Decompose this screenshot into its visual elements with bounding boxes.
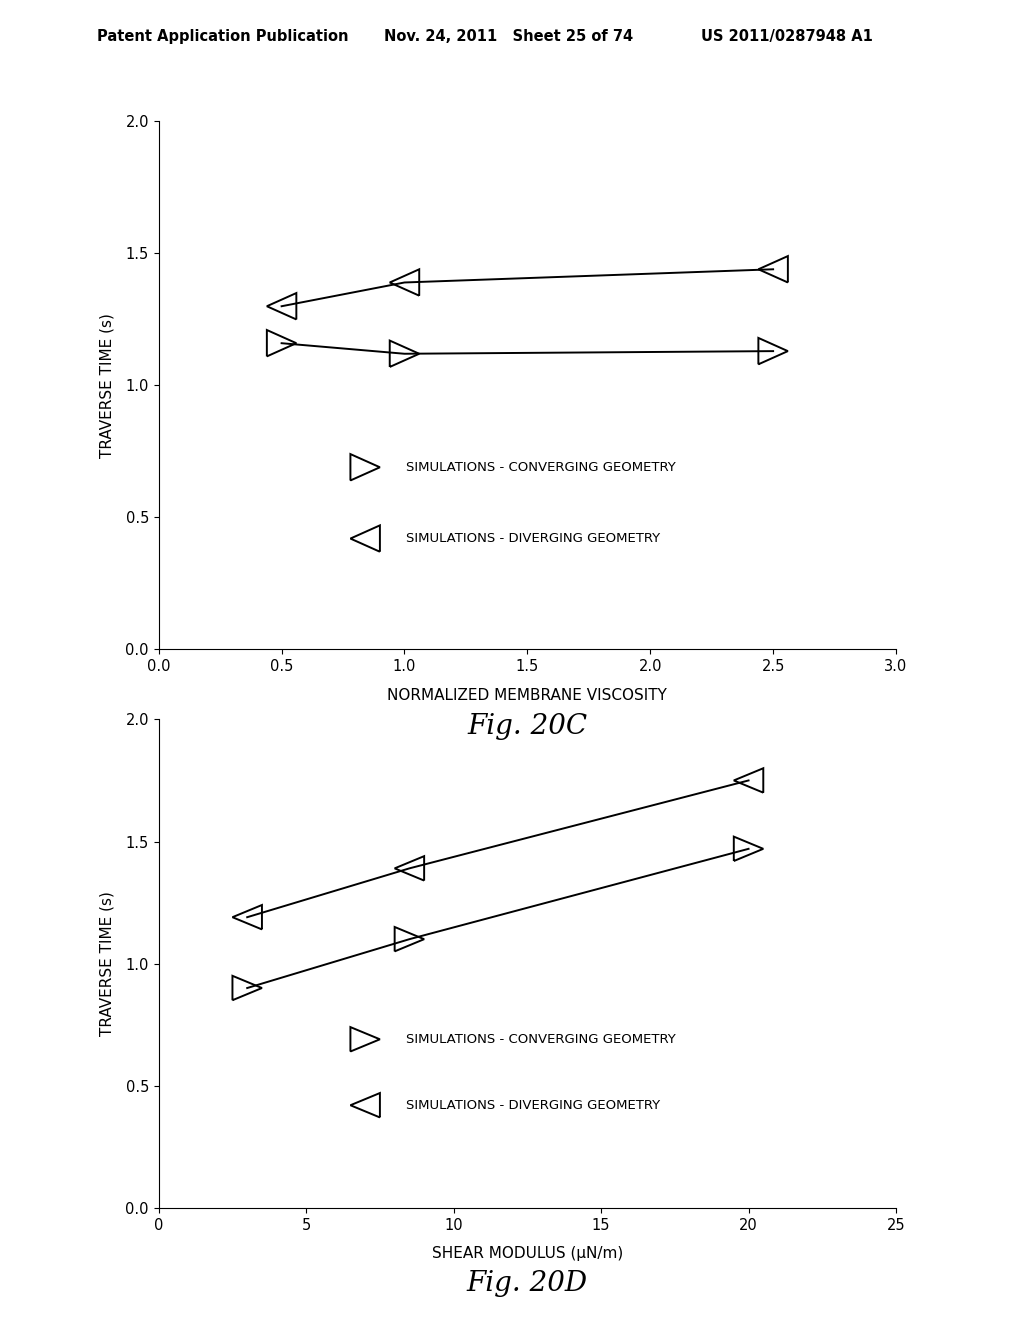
Text: Patent Application Publication: Patent Application Publication bbox=[97, 29, 349, 44]
Text: Nov. 24, 2011   Sheet 25 of 74: Nov. 24, 2011 Sheet 25 of 74 bbox=[384, 29, 633, 44]
Text: SIMULATIONS - CONVERGING GEOMETRY: SIMULATIONS - CONVERGING GEOMETRY bbox=[407, 461, 676, 474]
X-axis label: SHEAR MODULUS (μN/m): SHEAR MODULUS (μN/m) bbox=[432, 1246, 623, 1262]
Text: SIMULATIONS - DIVERGING GEOMETRY: SIMULATIONS - DIVERGING GEOMETRY bbox=[407, 1098, 660, 1111]
Text: Fig. 20C: Fig. 20C bbox=[467, 713, 588, 739]
X-axis label: NORMALIZED MEMBRANE VISCOSITY: NORMALIZED MEMBRANE VISCOSITY bbox=[387, 688, 668, 704]
Y-axis label: TRAVERSE TIME (s): TRAVERSE TIME (s) bbox=[99, 891, 115, 1036]
Text: SIMULATIONS - DIVERGING GEOMETRY: SIMULATIONS - DIVERGING GEOMETRY bbox=[407, 532, 660, 545]
Text: US 2011/0287948 A1: US 2011/0287948 A1 bbox=[701, 29, 873, 44]
Text: SIMULATIONS - CONVERGING GEOMETRY: SIMULATIONS - CONVERGING GEOMETRY bbox=[407, 1032, 676, 1045]
Y-axis label: TRAVERSE TIME (s): TRAVERSE TIME (s) bbox=[99, 313, 115, 458]
Text: Fig. 20D: Fig. 20D bbox=[467, 1270, 588, 1296]
